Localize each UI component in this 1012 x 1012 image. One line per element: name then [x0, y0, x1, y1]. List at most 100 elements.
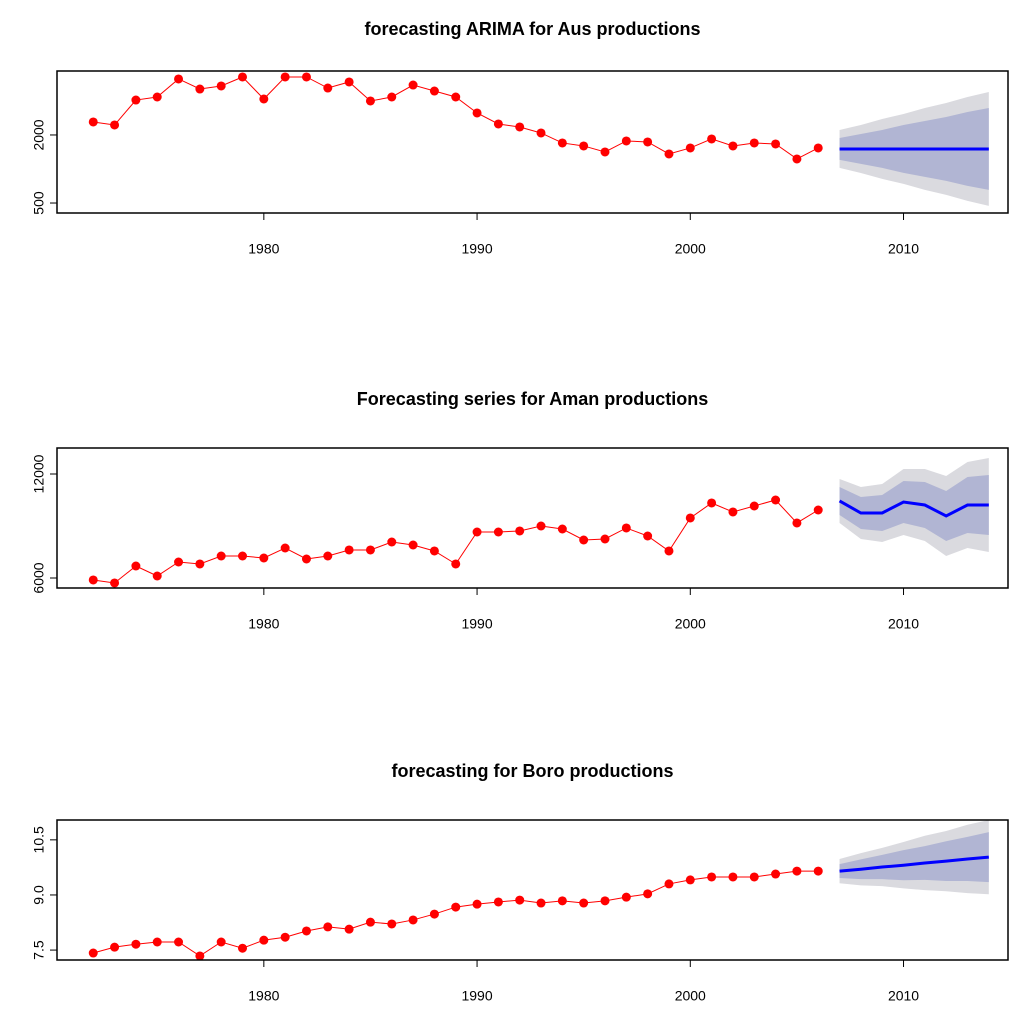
observed-point: [707, 498, 717, 508]
x-tick-label: 1990: [461, 988, 492, 1004]
observed-point: [813, 866, 823, 876]
x-tick-label: 1990: [461, 241, 492, 257]
prediction-band: [839, 474, 989, 542]
y-tick-label: 7.5: [31, 940, 47, 960]
chart-title: forecasting for Boro productions: [391, 761, 673, 781]
observed-point: [152, 937, 162, 947]
x-tick-label: 1990: [461, 616, 492, 632]
x-tick-label: 2010: [888, 988, 919, 1004]
observed-point: [387, 92, 397, 102]
observed-point: [813, 143, 823, 153]
observed-line: [93, 870, 819, 957]
y-tick-label: 500: [31, 191, 47, 215]
plot-frame: [56, 70, 1009, 214]
observed-point: [131, 95, 141, 105]
observed-point: [600, 147, 610, 157]
plot-frame: [56, 447, 1009, 589]
observed-point: [195, 559, 205, 569]
observed-point: [131, 561, 141, 571]
observed-point: [451, 92, 461, 102]
observed-point: [131, 939, 141, 949]
observed-point: [472, 108, 482, 118]
observed-point: [472, 899, 482, 909]
observed-point: [792, 866, 802, 876]
observed-point: [195, 951, 205, 961]
observed-point: [323, 551, 333, 561]
observed-point: [515, 895, 525, 905]
observed-point: [664, 546, 674, 556]
observed-point: [152, 92, 162, 102]
observed-point: [707, 134, 717, 144]
x-tick-label: 1980: [248, 241, 279, 257]
observed-point: [728, 507, 738, 517]
chart-title: forecasting ARIMA for Aus productions: [364, 19, 700, 39]
observed-point: [323, 922, 333, 932]
observed-point: [557, 524, 567, 534]
observed-point: [493, 119, 503, 129]
x-tick-label: 2000: [675, 241, 706, 257]
x-tick-label: 2000: [675, 988, 706, 1004]
observed-point: [451, 559, 461, 569]
observed-point: [344, 545, 354, 555]
y-tick-label: 12000: [31, 454, 47, 493]
observed-point: [664, 879, 674, 889]
observed-point: [600, 896, 610, 906]
observed-point: [88, 117, 98, 127]
observed-point: [579, 535, 589, 545]
observed-point: [749, 138, 759, 148]
observed-point: [301, 926, 311, 936]
observed-point: [749, 872, 759, 882]
observed-point: [771, 495, 781, 505]
x-tick-label: 2010: [888, 241, 919, 257]
observed-point: [515, 122, 525, 132]
observed-point: [728, 872, 738, 882]
observed-point: [536, 898, 546, 908]
observed-point: [259, 935, 269, 945]
observed-point: [301, 554, 311, 564]
observed-line: [93, 499, 819, 584]
observed-point: [557, 896, 567, 906]
observed-point: [664, 149, 674, 159]
observed-point: [174, 557, 184, 567]
observed-point: [88, 948, 98, 958]
observed-point: [813, 505, 823, 515]
observed-point: [110, 942, 120, 952]
observed-point: [408, 915, 418, 925]
observed-point: [301, 72, 311, 82]
chart-title: Forecasting series for Aman productions: [357, 389, 708, 409]
observed-point: [174, 74, 184, 84]
observed-point: [771, 869, 781, 879]
observed-point: [621, 892, 631, 902]
observed-point: [429, 546, 439, 556]
observed-point: [536, 521, 546, 531]
observed-point: [365, 917, 375, 927]
observed-point: [216, 81, 226, 91]
observed-point: [259, 94, 269, 104]
plot-frame: [56, 819, 1009, 961]
observed-point: [280, 932, 290, 942]
observed-point: [195, 84, 205, 94]
observed-point: [408, 80, 418, 90]
observed-point: [579, 898, 589, 908]
x-tick-label: 1980: [248, 616, 279, 632]
y-tick-label: 6000: [31, 562, 47, 593]
observed-point: [621, 523, 631, 533]
y-tick-label: 9.0: [31, 885, 47, 905]
observed-point: [238, 72, 248, 82]
forecast-line: [839, 855, 989, 873]
observed-point: [579, 141, 589, 151]
observed-point: [429, 909, 439, 919]
observed-point: [643, 531, 653, 541]
observed-point: [216, 551, 226, 561]
observed-point: [685, 143, 695, 153]
observed-point: [216, 937, 226, 947]
observed-point: [493, 527, 503, 537]
observed-point: [792, 154, 802, 164]
observed-point: [344, 77, 354, 87]
observed-point: [238, 943, 248, 953]
observed-point: [707, 872, 717, 882]
observed-point: [152, 571, 162, 581]
observed-point: [110, 120, 120, 130]
observed-point: [685, 875, 695, 885]
